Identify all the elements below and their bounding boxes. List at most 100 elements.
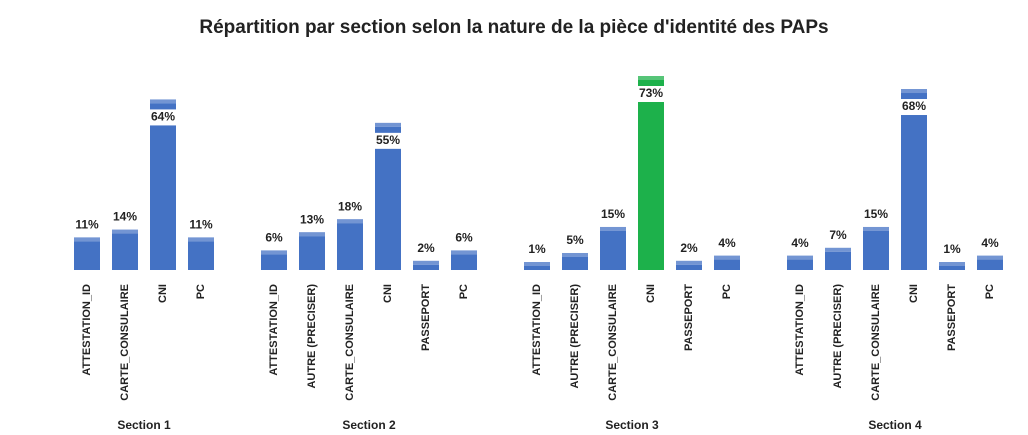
value-label-box bbox=[557, 232, 593, 249]
group-label: Section 3 bbox=[605, 418, 659, 432]
x-tick-label: CARTE_CONSULAIRE bbox=[607, 284, 619, 401]
bar-cap bbox=[375, 122, 401, 127]
x-tick-label: PASSEPORT bbox=[683, 284, 695, 351]
value-label: 1% bbox=[943, 242, 961, 256]
x-tick-label: CNI bbox=[157, 284, 169, 303]
value-label: 6% bbox=[455, 231, 473, 245]
bar bbox=[676, 264, 702, 270]
bar bbox=[112, 233, 138, 270]
value-label: 11% bbox=[189, 218, 213, 232]
bar bbox=[787, 259, 813, 270]
value-label: 64% bbox=[151, 110, 175, 124]
value-label-box bbox=[69, 217, 105, 234]
value-label-box bbox=[332, 199, 368, 216]
group-label: Section 1 bbox=[117, 418, 171, 432]
value-label: 15% bbox=[601, 207, 625, 221]
bar bbox=[863, 230, 889, 270]
x-tick-label: PC bbox=[195, 284, 207, 299]
bar bbox=[714, 259, 740, 270]
value-label: 6% bbox=[265, 231, 283, 245]
value-label-box bbox=[408, 240, 444, 257]
bar-cap bbox=[337, 219, 363, 224]
bar bbox=[337, 223, 363, 270]
x-tick-label: AUTRE (PRECISER) bbox=[306, 284, 318, 389]
value-label: 14% bbox=[113, 210, 137, 224]
x-tick-label: ATTESTATION_ID bbox=[81, 284, 93, 376]
value-label-box bbox=[446, 230, 482, 247]
bar-cap bbox=[939, 262, 965, 266]
value-label-box bbox=[595, 206, 631, 223]
bar-cap bbox=[787, 255, 813, 260]
value-label-box bbox=[107, 209, 143, 226]
bar-cap bbox=[413, 260, 439, 265]
x-tick-label: ATTESTATION_ID bbox=[794, 284, 806, 376]
value-label-box bbox=[256, 230, 292, 247]
value-label: 2% bbox=[680, 241, 698, 255]
bar-cap bbox=[299, 232, 325, 237]
value-label: 55% bbox=[376, 133, 400, 147]
bar bbox=[524, 266, 550, 270]
bar-cap bbox=[600, 226, 626, 231]
bar-cap bbox=[562, 252, 588, 257]
bar-cap bbox=[74, 237, 100, 242]
x-tick-label: CNI bbox=[382, 284, 394, 303]
value-label: 4% bbox=[981, 236, 999, 250]
bar bbox=[188, 241, 214, 270]
value-label: 4% bbox=[791, 236, 809, 250]
x-tick-label: CNI bbox=[645, 284, 657, 303]
value-label: 73% bbox=[639, 86, 663, 100]
group-label: Section 2 bbox=[342, 418, 396, 432]
bar bbox=[375, 126, 401, 271]
bar bbox=[977, 259, 1003, 270]
bar-cap bbox=[188, 237, 214, 242]
bar-cap bbox=[863, 226, 889, 231]
bar bbox=[299, 236, 325, 270]
bar bbox=[413, 264, 439, 270]
value-label: 11% bbox=[75, 218, 99, 232]
bar-cap bbox=[524, 262, 550, 266]
value-label: 7% bbox=[829, 228, 847, 242]
value-label: 18% bbox=[338, 199, 362, 213]
bar bbox=[261, 254, 287, 270]
x-tick-label: ATTESTATION_ID bbox=[531, 284, 543, 376]
x-tick-label: AUTRE (PRECISER) bbox=[832, 284, 844, 389]
value-label-box bbox=[934, 242, 970, 258]
value-label-box bbox=[183, 217, 219, 234]
value-label: 15% bbox=[864, 207, 888, 221]
value-label-box bbox=[671, 240, 707, 257]
value-label: 5% bbox=[566, 233, 584, 247]
value-label: 68% bbox=[902, 99, 926, 113]
x-tick-label: PASSEPORT bbox=[420, 284, 432, 351]
x-tick-label: PASSEPORT bbox=[946, 284, 958, 351]
bar bbox=[451, 254, 477, 270]
bar-cap bbox=[977, 255, 1003, 260]
bar-cap bbox=[825, 247, 851, 252]
x-tick-label: PC bbox=[721, 284, 733, 299]
value-label-box bbox=[633, 86, 669, 102]
bar-cap bbox=[714, 255, 740, 260]
x-tick-label: CARTE_CONSULAIRE bbox=[870, 284, 882, 401]
x-tick-label: ATTESTATION_ID bbox=[268, 284, 280, 376]
bar bbox=[638, 80, 664, 270]
value-label-box bbox=[370, 132, 406, 149]
value-label-box bbox=[519, 242, 555, 258]
group-label: Section 4 bbox=[868, 418, 922, 432]
value-label: 2% bbox=[417, 241, 435, 255]
bar-cap bbox=[261, 250, 287, 255]
value-label-box bbox=[896, 99, 932, 116]
bar-cap bbox=[112, 229, 138, 234]
bar-cap bbox=[901, 89, 927, 94]
bar bbox=[825, 251, 851, 270]
bar-cap bbox=[676, 260, 702, 265]
bar bbox=[939, 266, 965, 270]
bar-cap bbox=[150, 99, 176, 104]
value-label-box bbox=[820, 227, 856, 244]
value-label-box bbox=[782, 235, 818, 252]
bar bbox=[901, 93, 927, 270]
value-label: 13% bbox=[300, 212, 324, 226]
value-label-box bbox=[145, 109, 181, 126]
value-label: 1% bbox=[528, 242, 546, 256]
x-tick-label: CARTE_CONSULAIRE bbox=[344, 284, 356, 401]
value-label-box bbox=[858, 206, 894, 223]
